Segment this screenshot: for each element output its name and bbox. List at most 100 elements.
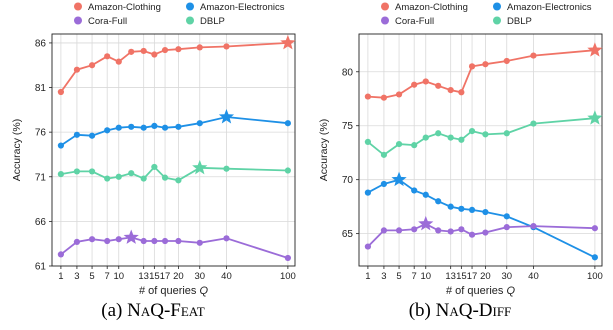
chart-b-series-point — [482, 208, 489, 216]
chart-a-series-point — [140, 175, 147, 182]
chart-b-legend-label: DBLP — [507, 16, 532, 27]
chart-a-xtick-label: 40 — [221, 271, 232, 282]
chart-b-legend-swatch — [493, 16, 501, 25]
chart-b-series-point — [447, 203, 454, 210]
chart-panel-a: 61 66 71 76 81 86 1 3 5 7 10 13 15 17 20 30 40 100 Accurac… — [0, 0, 306, 330]
chart-a-caption-prefix: (a) N — [101, 300, 141, 321]
chart-a-series-point — [88, 62, 96, 69]
chart-a-xtick-label: 10 — [113, 271, 124, 282]
chart-a-ytick-label: 86 — [35, 38, 47, 49]
chart-a-legend-label: DBLP — [200, 16, 225, 27]
chart-b-series-star — [418, 215, 434, 231]
chart-a-series-point — [115, 58, 122, 65]
chart-b-xtick-label: 15 — [456, 271, 467, 282]
chart-b-caption-prefix: (b) N — [408, 300, 450, 321]
chart-b-series-point — [468, 63, 476, 70]
chart-b-series-point — [482, 61, 489, 68]
chart-a-series-point — [161, 237, 169, 245]
chart-a-series-point — [73, 131, 81, 138]
chart-a-series-point — [88, 168, 96, 175]
chart-b-series-point — [458, 226, 465, 233]
chart-b-series-point — [380, 151, 388, 158]
chart-a-series-0 — [57, 34, 296, 96]
chart-a-caption-sc2: eat — [180, 300, 205, 321]
chart-b-series-point — [435, 227, 442, 234]
chart-a-xtick-label: 7 — [105, 271, 110, 282]
chart-a-series-point — [57, 88, 65, 96]
chart-b-series-point — [364, 93, 372, 100]
chart-b-series-point — [364, 243, 372, 250]
chart-b-series-0 — [364, 42, 603, 101]
chart-b-ytick-label: 65 — [342, 229, 354, 240]
chart-a-grid — [52, 34, 295, 267]
chart-b-series-3 — [364, 110, 603, 158]
chart-a-caption: (a) NaQ-Feat — [0, 300, 306, 322]
chart-b-legend-label: Cora-Full — [395, 16, 434, 27]
chart-b-series-point — [503, 213, 510, 220]
chart-b-series-line — [367, 117, 595, 157]
chart-b-series-point — [422, 191, 429, 198]
chart-b-caption: (b) NaQ-Diff — [307, 300, 613, 322]
chart-a-ytick-label: 66 — [35, 217, 47, 228]
chart-a-series-point — [284, 167, 291, 174]
chart-b-series-1 — [364, 171, 598, 261]
chart-a-series-point — [196, 44, 203, 51]
chart-b-series-point — [503, 130, 510, 137]
chart-a-ylabel: Accuracy (%) — [11, 119, 23, 181]
chart-panel-b: 65 70 75 80 1 3 5 7 10 13 15 17 20 30 40 100 Accuracy (%… — [307, 0, 613, 330]
chart-b-series-point — [435, 82, 442, 89]
chart-a-series-point — [104, 53, 111, 60]
chart-b-caption-sc2: iff — [492, 300, 512, 321]
chart-b-caption-sc1: a — [449, 300, 459, 321]
chart-b-series-point — [422, 78, 429, 85]
chart-b-series-star — [391, 171, 407, 187]
chart-a-xtick-label: 3 — [74, 271, 79, 282]
chart-a-series-star — [123, 229, 139, 244]
chart-b-series-point — [435, 198, 442, 205]
chart-b-series-line — [367, 178, 596, 259]
chart-b-legend-swatch — [381, 16, 389, 25]
chart-a-series-point — [161, 124, 169, 131]
chart-a-series-point — [161, 46, 169, 54]
chart-b-series-star — [587, 42, 603, 57]
chart-b-series-point — [447, 134, 454, 141]
chart-a-series-point — [140, 237, 147, 245]
chart-a-series-point — [175, 46, 182, 53]
chart-a-series-point — [57, 170, 65, 178]
chart-b-series-point — [468, 206, 476, 213]
chart-b-series-point — [447, 228, 454, 235]
chart-b-series-point — [591, 254, 598, 261]
chart-a-series-point — [104, 175, 111, 182]
chart-b-ytick-label: 70 — [342, 175, 354, 186]
chart-a-series-star — [218, 108, 235, 124]
chart-b-series-point — [468, 128, 476, 135]
chart-b-series-point — [530, 120, 537, 127]
chart-a-series-line — [60, 236, 289, 259]
chart-a-series-line — [60, 165, 288, 182]
chart-a-series-point — [128, 123, 135, 130]
chart-b-legend-swatch — [493, 2, 501, 11]
chart-a-series-point — [115, 173, 122, 180]
chart-b-xtick-label: 20 — [480, 271, 491, 282]
chart-b-series-point — [591, 225, 598, 232]
chart-a-series-point — [223, 165, 230, 172]
chart-b-series-star — [587, 110, 603, 125]
chart-b-series-point — [395, 227, 403, 234]
chart-b-xtick-label: 3 — [381, 271, 386, 282]
chart-a-series-point — [175, 123, 182, 130]
chart-b-xtick-label: 1 — [365, 271, 370, 282]
chart-a-series-star — [280, 34, 296, 50]
chart-b-series-point — [530, 52, 537, 59]
chart-a-series-point — [223, 235, 230, 242]
chart-b-xlabel-var: Q — [506, 285, 515, 297]
chart-b-xtick-label: 13 — [445, 271, 456, 282]
chart-a-xtick-label: 30 — [194, 271, 205, 282]
chart-b-series-point — [380, 227, 388, 234]
chart-b-series-point — [364, 189, 372, 196]
chart-b-legend: Amazon-Clothing Amazon-Electronics Cora-Fu… — [381, 2, 592, 27]
chart-a-series-1 — [57, 108, 291, 149]
chart-b-ytick-label: 80 — [342, 67, 354, 78]
chart-b-series-point — [411, 226, 418, 233]
chart-a-series-point — [140, 47, 147, 55]
